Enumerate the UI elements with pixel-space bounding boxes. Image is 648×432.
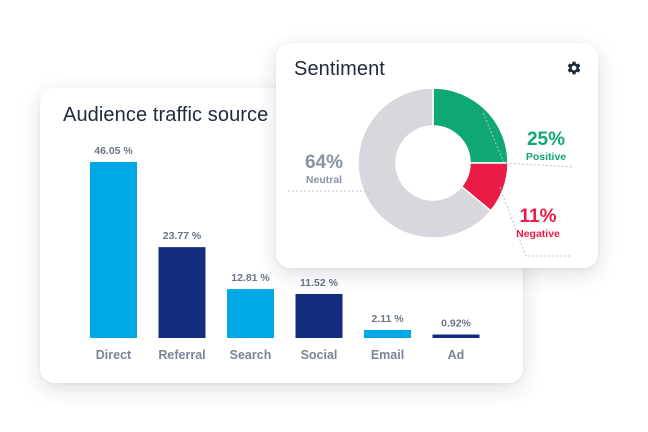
bar-social <box>295 293 343 338</box>
slice-neutral <box>357 87 492 239</box>
bar-direct <box>90 162 137 338</box>
sentiment-card: Sentiment 25% Positive 11% Negative 64% Neutr… <box>276 43 598 268</box>
slice-name-negative: Negative <box>516 228 560 240</box>
bar-ad <box>432 334 480 338</box>
bar-value-label: 23.77 % <box>163 230 202 242</box>
bar-email <box>364 329 411 338</box>
category-label: Referral <box>158 348 205 362</box>
slice-percent-negative: 11% <box>520 206 557 227</box>
slice-positive <box>432 87 509 164</box>
leader-line <box>482 112 575 168</box>
bar-value-label: 2.11 % <box>371 313 404 325</box>
category-label: Social <box>301 348 338 362</box>
leader-line <box>499 186 571 257</box>
slice-name-neutral: Neutral <box>306 174 342 186</box>
bar-value-label: 12.81 % <box>231 272 270 284</box>
traffic-card-title: Audience traffic source <box>63 104 269 126</box>
category-label: Search <box>230 348 272 362</box>
bar-referral <box>158 247 206 338</box>
leader-line <box>288 190 370 194</box>
slice-percent-positive: 25% <box>527 129 565 150</box>
bar-value-label: 46.05 % <box>94 145 133 157</box>
sentiment-card-title: Sentiment <box>294 58 385 80</box>
category-label: Email <box>371 348 404 362</box>
slice-percent-neutral: 64% <box>305 152 343 173</box>
bar-search <box>227 289 274 338</box>
sentiment-donut-chart: 25%Positive 11%Negative 64%Neutral <box>288 87 575 257</box>
bar-value-label: 11.52 % <box>300 277 339 289</box>
category-label: Direct <box>96 348 132 362</box>
gear-icon[interactable] <box>566 60 582 76</box>
category-label: Ad <box>448 348 465 362</box>
traffic-bar-chart: 46.05 % Direct 23.77 % Referral 12.81 % Searc… <box>90 145 480 362</box>
slice-name-positive: Positive <box>526 151 566 163</box>
bar-value-label: 0.92% <box>441 317 471 329</box>
